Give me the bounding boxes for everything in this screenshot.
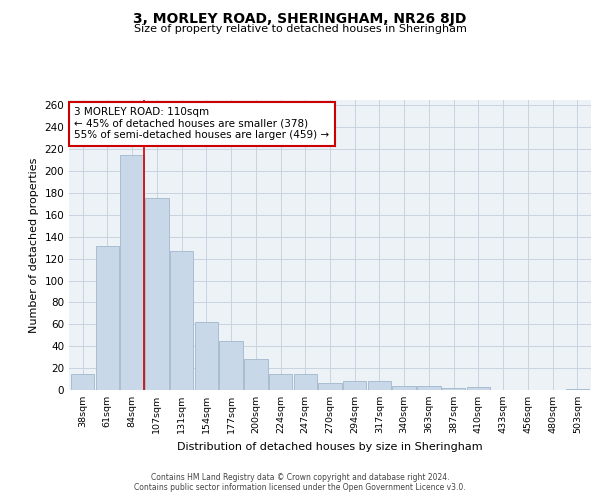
Bar	[293, 374, 317, 390]
Bar	[95, 246, 119, 390]
Bar	[244, 360, 268, 390]
Bar	[121, 154, 144, 390]
Bar	[269, 374, 292, 390]
Bar	[194, 322, 218, 390]
Bar	[417, 386, 441, 390]
X-axis label: Distribution of detached houses by size in Sheringham: Distribution of detached houses by size …	[177, 442, 483, 452]
Bar	[71, 374, 94, 390]
Bar	[566, 389, 589, 390]
Text: Contains HM Land Registry data © Crown copyright and database right 2024.
Contai: Contains HM Land Registry data © Crown c…	[134, 473, 466, 492]
Bar	[219, 341, 243, 390]
Bar	[442, 388, 466, 390]
Bar	[170, 251, 193, 390]
Bar	[392, 386, 416, 390]
Bar	[343, 381, 367, 390]
Y-axis label: Number of detached properties: Number of detached properties	[29, 158, 39, 332]
Text: Size of property relative to detached houses in Sheringham: Size of property relative to detached ho…	[134, 24, 466, 34]
Bar	[318, 384, 342, 390]
Bar	[467, 386, 490, 390]
Bar	[368, 381, 391, 390]
Bar	[145, 198, 169, 390]
Text: 3, MORLEY ROAD, SHERINGHAM, NR26 8JD: 3, MORLEY ROAD, SHERINGHAM, NR26 8JD	[133, 12, 467, 26]
Text: 3 MORLEY ROAD: 110sqm
← 45% of detached houses are smaller (378)
55% of semi-det: 3 MORLEY ROAD: 110sqm ← 45% of detached …	[74, 108, 329, 140]
